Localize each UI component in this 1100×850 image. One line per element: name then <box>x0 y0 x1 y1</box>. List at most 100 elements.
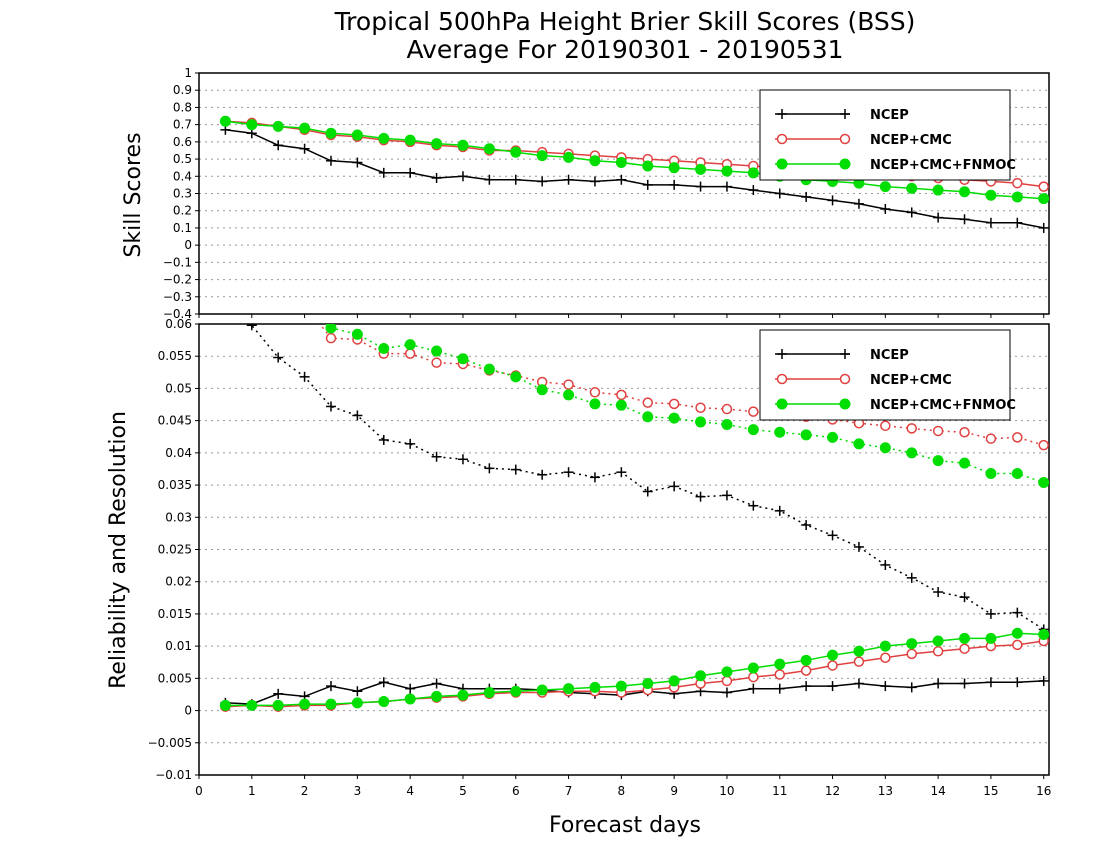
top-data-point-ncep <box>827 195 838 206</box>
bottom-legend-label: NCEP+CMC <box>870 373 952 388</box>
bottom-data-point-ncep-plus-cmc <box>853 656 865 667</box>
bottom-data-point-ncep <box>985 677 996 688</box>
top-data-point-ncep <box>695 181 706 192</box>
top-data-point-ncep <box>273 140 284 151</box>
top-data-point-ncep <box>906 207 917 218</box>
bottom-y-tick-label: 0.005 <box>158 671 192 685</box>
bottom-data-point-ncep <box>405 683 416 694</box>
bottom-y-tick-label: 0.045 <box>158 414 192 428</box>
x-tick-label: 5 <box>459 784 467 798</box>
top-data-point-ncep <box>748 185 759 196</box>
bottom-data-point-ncep <box>273 688 284 699</box>
top-data-point-ncep-plus-cmc-plus-fnmoc <box>246 119 258 131</box>
top-data-point-ncep-plus-cmc-plus-fnmoc <box>299 122 311 134</box>
top-data-point-ncep <box>405 167 416 178</box>
bottom-data-point-ncep <box>827 681 838 692</box>
bottom-data-point-ncep <box>721 490 732 501</box>
bottom-data-point-ncep-plus-cmc-plus-fnmoc <box>800 429 812 441</box>
top-data-point-ncep-plus-cmc-plus-fnmoc <box>985 189 997 201</box>
x-tick-label: 9 <box>670 784 678 798</box>
bottom-legend-marker <box>776 398 788 410</box>
top-data-point-ncep-plus-cmc-plus-fnmoc <box>378 132 390 144</box>
bottom-y-tick-label: 0.05 <box>165 381 192 395</box>
bottom-data-point-ncep-plus-cmc <box>774 669 785 680</box>
bottom-data-point-ncep-plus-cmc-plus-fnmoc <box>431 690 443 702</box>
top-data-point-ncep-plus-cmc <box>1012 177 1023 189</box>
bottom-data-point-ncep-plus-cmc-plus-fnmoc <box>615 680 627 692</box>
bottom-data-point-ncep-plus-cmc <box>721 403 733 415</box>
top-legend-marker <box>776 158 788 170</box>
top-data-point-ncep-plus-cmc-plus-fnmoc <box>431 138 443 150</box>
top-legend-label: NCEP+CMC+FNMOC <box>870 158 1016 173</box>
x-tick-label: 3 <box>354 784 362 798</box>
bottom-data-point-ncep-plus-cmc-plus-fnmoc <box>457 353 469 365</box>
bottom-data-point-ncep-plus-cmc-plus-fnmoc <box>853 438 865 450</box>
top-y-tick-label: −0.1 <box>163 255 192 269</box>
bottom-data-point-ncep-plus-cmc-plus-fnmoc <box>483 363 495 375</box>
bottom-data-point-ncep <box>933 587 944 598</box>
bottom-data-point-ncep <box>563 467 574 478</box>
bottom-data-point-ncep <box>325 681 336 692</box>
top-y-tick-label: −0.2 <box>163 273 192 287</box>
bottom-data-point-ncep-plus-cmc <box>959 643 970 654</box>
bottom-data-point-ncep-plus-cmc-plus-fnmoc <box>642 411 654 423</box>
x-tick-label: 1 <box>248 784 256 798</box>
bottom-data-point-ncep-plus-cmc-plus-fnmoc <box>325 698 337 710</box>
bottom-data-point-ncep-plus-cmc <box>589 387 601 398</box>
top-y-tick-label: 0.1 <box>173 221 192 235</box>
top-data-point-ncep-plus-cmc-plus-fnmoc <box>615 157 627 169</box>
bottom-data-point-ncep <box>774 683 785 694</box>
bottom-data-point-ncep-plus-cmc-plus-fnmoc <box>510 685 522 697</box>
x-axis-label: Forecast days <box>549 813 701 838</box>
top-data-point-ncep-plus-cmc-plus-fnmoc <box>536 150 548 162</box>
top-data-point-ncep <box>642 179 653 190</box>
bottom-data-point-ncep-plus-cmc <box>247 268 256 277</box>
bottom-data-point-ncep-plus-cmc-plus-fnmoc <box>272 699 284 711</box>
bottom-data-point-ncep-plus-cmc <box>748 406 759 417</box>
bottom-data-point-ncep <box>537 469 548 480</box>
reliability-resolution-panel: 0.060.0550.050.0450.040.0350.030.0250.02… <box>148 267 1052 798</box>
bottom-data-point-ncep <box>695 491 706 502</box>
bottom-data-point-ncep-plus-cmc-plus-fnmoc <box>853 645 865 657</box>
x-tick-label: 4 <box>406 784 414 798</box>
bottom-data-point-ncep-plus-cmc <box>1012 432 1023 443</box>
top-data-point-ncep <box>325 155 336 166</box>
top-y-tick-label: −0.3 <box>163 290 192 304</box>
bottom-data-point-ncep-plus-cmc-plus-fnmoc <box>589 398 601 410</box>
bottom-data-point-ncep <box>669 481 680 492</box>
bottom-data-point-ncep-plus-cmc-plus-fnmoc <box>668 412 680 424</box>
bottom-data-point-ncep-plus-cmc-plus-fnmoc <box>536 684 548 696</box>
bottom-data-point-ncep <box>484 463 495 474</box>
top-legend-marker <box>839 158 851 170</box>
bottom-data-point-ncep <box>774 505 785 516</box>
bottom-data-point-ncep-plus-cmc <box>695 402 706 414</box>
bottom-data-point-ncep-plus-cmc <box>748 671 759 683</box>
top-data-point-ncep-plus-cmc-plus-fnmoc <box>589 155 601 167</box>
bottom-data-point-ncep-plus-cmc-plus-fnmoc <box>959 632 971 644</box>
top-data-point-ncep <box>959 214 970 225</box>
bottom-data-point-ncep <box>1012 607 1023 618</box>
top-plot-frame <box>198 72 1050 315</box>
bottom-data-point-ncep-plus-cmc-plus-fnmoc <box>431 345 443 357</box>
bottom-data-point-ncep-plus-cmc-plus-fnmoc <box>1011 627 1023 639</box>
top-y-tick-label: −0.4 <box>163 307 192 321</box>
x-tick-label: 2 <box>301 784 309 798</box>
bottom-data-point-ncep-plus-cmc-plus-fnmoc <box>247 267 257 277</box>
bottom-series-line-ncep-plus-cmc-plus-fnmoc-reliability <box>225 632 1044 707</box>
top-data-point-ncep <box>510 174 521 185</box>
bottom-data-point-ncep-plus-cmc <box>721 675 733 687</box>
top-data-point-ncep-plus-cmc-plus-fnmoc <box>747 167 759 179</box>
top-y-tick-label: 0.8 <box>173 100 192 114</box>
bottom-data-point-ncep <box>748 500 759 511</box>
top-legend-marker <box>777 109 787 119</box>
bottom-data-point-ncep-plus-cmc-plus-fnmoc <box>774 426 786 438</box>
bottom-data-point-ncep-plus-cmc-plus-fnmoc <box>536 384 548 396</box>
bottom-data-point-ncep-plus-cmc-plus-fnmoc <box>300 300 310 310</box>
bottom-data-point-ncep-plus-cmc <box>325 332 337 344</box>
bottom-data-point-ncep-plus-cmc-plus-fnmoc <box>351 328 363 340</box>
bottom-data-point-ncep <box>827 530 838 541</box>
bottom-data-point-ncep <box>510 464 521 475</box>
bottom-data-point-ncep-plus-cmc-plus-fnmoc <box>325 324 337 334</box>
bottom-data-point-ncep-plus-cmc <box>906 648 917 660</box>
bottom-data-point-ncep <box>801 681 812 692</box>
